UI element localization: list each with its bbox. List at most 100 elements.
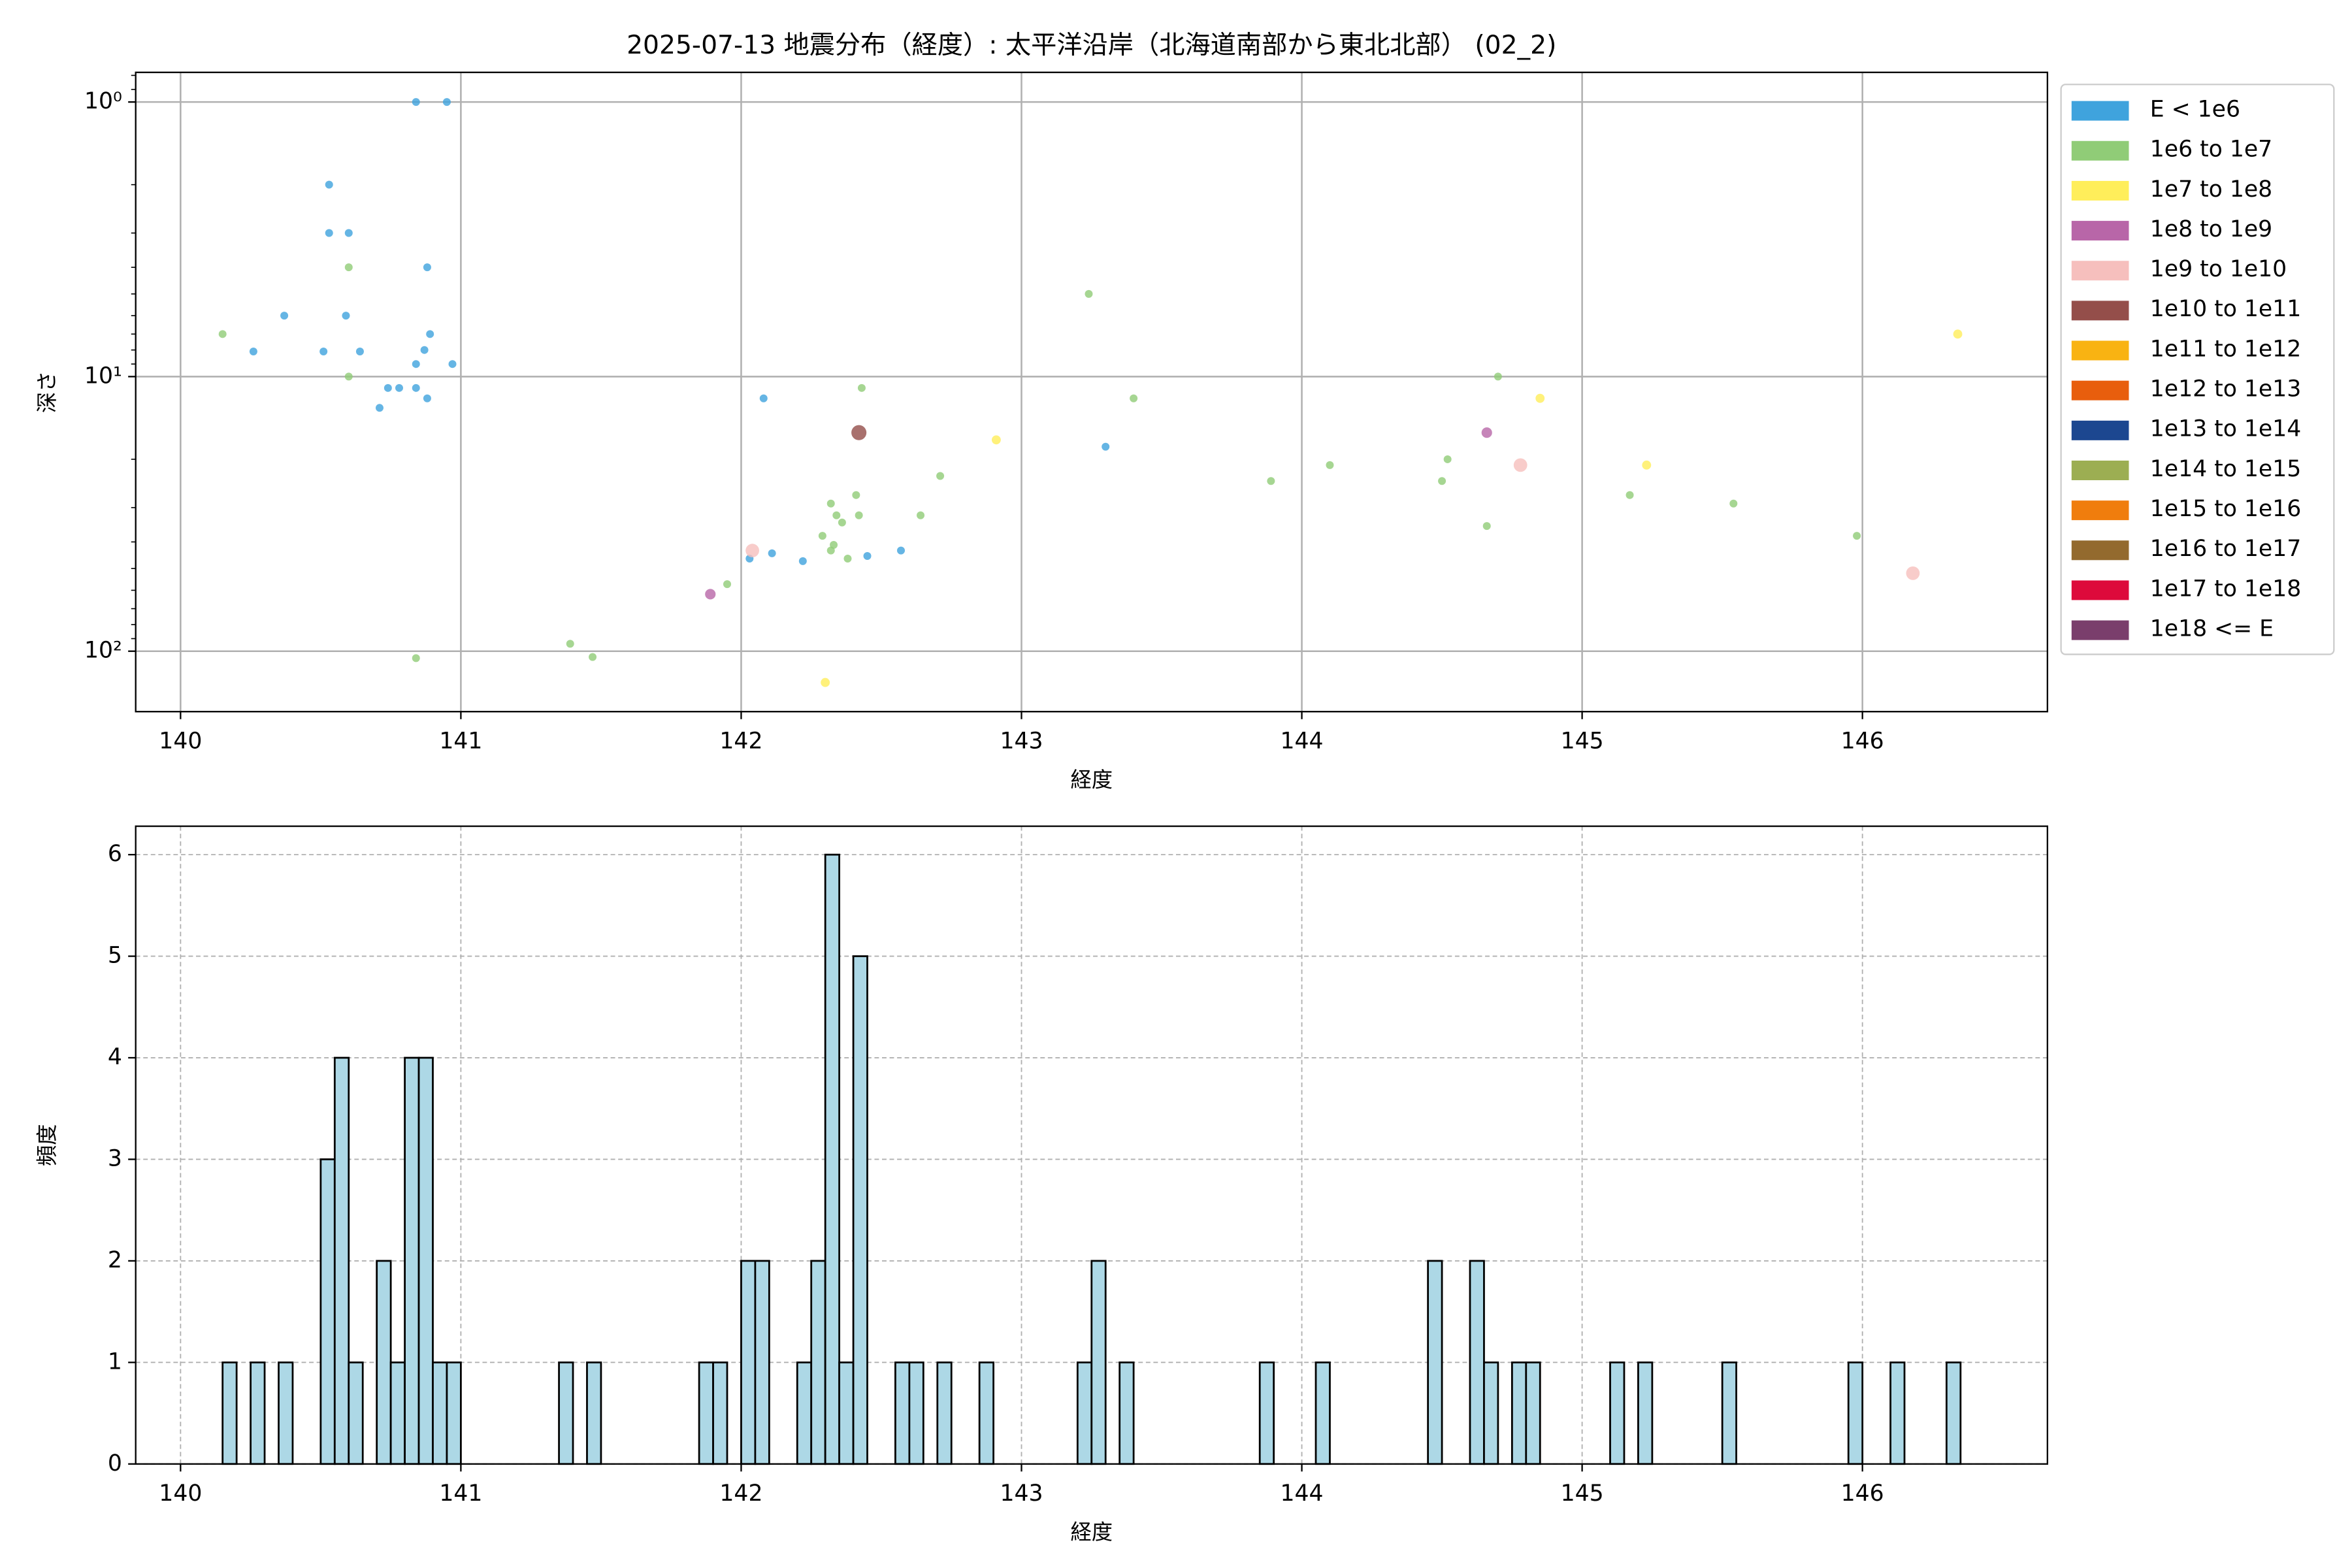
legend-swatch (2071, 420, 2129, 440)
point (1130, 394, 1138, 402)
point (1642, 460, 1652, 470)
point (818, 532, 826, 540)
point (1482, 522, 1491, 531)
bar (894, 1361, 911, 1465)
bar (1637, 1361, 1654, 1465)
legend-swatch (2071, 221, 2129, 241)
chart-title: 2025-07-13 地震分布（経度）: 太平洋沿岸（北海道南部から東北北部） … (627, 31, 1556, 60)
plot-frame (135, 825, 2048, 1465)
bar (250, 1361, 266, 1465)
y-tick-label: 6 (108, 841, 122, 867)
bar (1889, 1361, 1906, 1465)
legend-swatch (2071, 261, 2129, 281)
point (1535, 393, 1545, 403)
point (821, 678, 830, 687)
bar (698, 1361, 714, 1465)
point (745, 544, 759, 558)
x-tick-label: 140 (159, 1480, 202, 1507)
bar (1427, 1260, 1443, 1465)
legend-label: 1e7 to 1e8 (2150, 176, 2272, 203)
bar (558, 1361, 574, 1465)
x-tick-label: 145 (1561, 728, 1604, 754)
bar (978, 1361, 994, 1465)
legend-swatch (2071, 180, 2129, 201)
x-tick-label: 140 (159, 728, 202, 754)
point (448, 360, 457, 368)
point (857, 384, 866, 392)
bar (586, 1361, 602, 1465)
bar (740, 1260, 757, 1465)
y-axis-label: 深さ (35, 371, 59, 414)
bar (432, 1361, 448, 1465)
point (897, 546, 906, 555)
point (1438, 477, 1446, 485)
point (1326, 461, 1334, 469)
bar (446, 1361, 462, 1465)
point (768, 549, 776, 557)
legend-swatch (2071, 140, 2129, 161)
x-tick-label: 143 (1000, 728, 1043, 754)
point (423, 263, 431, 272)
point (344, 229, 353, 237)
point (1481, 427, 1492, 438)
bar (1483, 1361, 1499, 1465)
bar (810, 1260, 826, 1465)
y-tick-label: 10² (84, 638, 122, 664)
bar (908, 1361, 924, 1465)
point (1625, 491, 1634, 499)
point (426, 330, 434, 338)
legend-label: 1e12 to 1e13 (2150, 376, 2301, 402)
bar (712, 1361, 728, 1465)
legend-label: 1e6 to 1e7 (2150, 137, 2272, 163)
legend-label: 1e17 to 1e18 (2150, 576, 2301, 602)
legend-label: 1e10 to 1e11 (2150, 296, 2301, 322)
y-tick-label: 10⁰ (84, 88, 122, 114)
point (917, 511, 925, 519)
x-axis-label: 経度 (1070, 1520, 1113, 1544)
x-tick-label: 142 (719, 1480, 762, 1507)
bar (1721, 1361, 1737, 1465)
legend-swatch (2071, 540, 2129, 561)
point (826, 546, 835, 555)
bar (852, 955, 868, 1465)
bar (278, 1361, 294, 1465)
point (218, 330, 227, 338)
point (705, 589, 716, 600)
point (384, 384, 392, 392)
legend-swatch (2071, 580, 2129, 600)
point (249, 347, 257, 355)
x-tick-label: 145 (1561, 1480, 1604, 1507)
legend-label: 1e11 to 1e12 (2150, 336, 2301, 362)
bar (796, 1361, 813, 1465)
point (319, 347, 328, 355)
point (855, 511, 863, 519)
point (412, 98, 420, 106)
point (843, 554, 852, 563)
point (852, 491, 860, 499)
point (1953, 329, 1963, 339)
legend-label: 1e8 to 1e9 (2150, 216, 2272, 242)
bar (389, 1361, 406, 1465)
point (1085, 289, 1093, 298)
point (344, 263, 353, 272)
plot-frame (135, 71, 2048, 713)
point (355, 347, 364, 355)
legend-label: 1e16 to 1e17 (2150, 536, 2301, 562)
x-tick-label: 146 (1841, 1480, 1884, 1507)
bar (319, 1158, 336, 1465)
x-tick-label: 142 (719, 728, 762, 754)
y-tick-label: 2 (108, 1247, 122, 1273)
point (442, 98, 451, 106)
point (1494, 372, 1502, 381)
point (851, 425, 867, 440)
bar (1258, 1361, 1275, 1465)
bar (1090, 1260, 1107, 1465)
y-tick-label: 1 (108, 1348, 122, 1375)
point (1267, 477, 1275, 485)
bar (376, 1260, 392, 1465)
point (344, 372, 353, 381)
legend-label: 1e14 to 1e15 (2150, 456, 2301, 482)
bar (1315, 1361, 1331, 1465)
point (798, 557, 807, 565)
